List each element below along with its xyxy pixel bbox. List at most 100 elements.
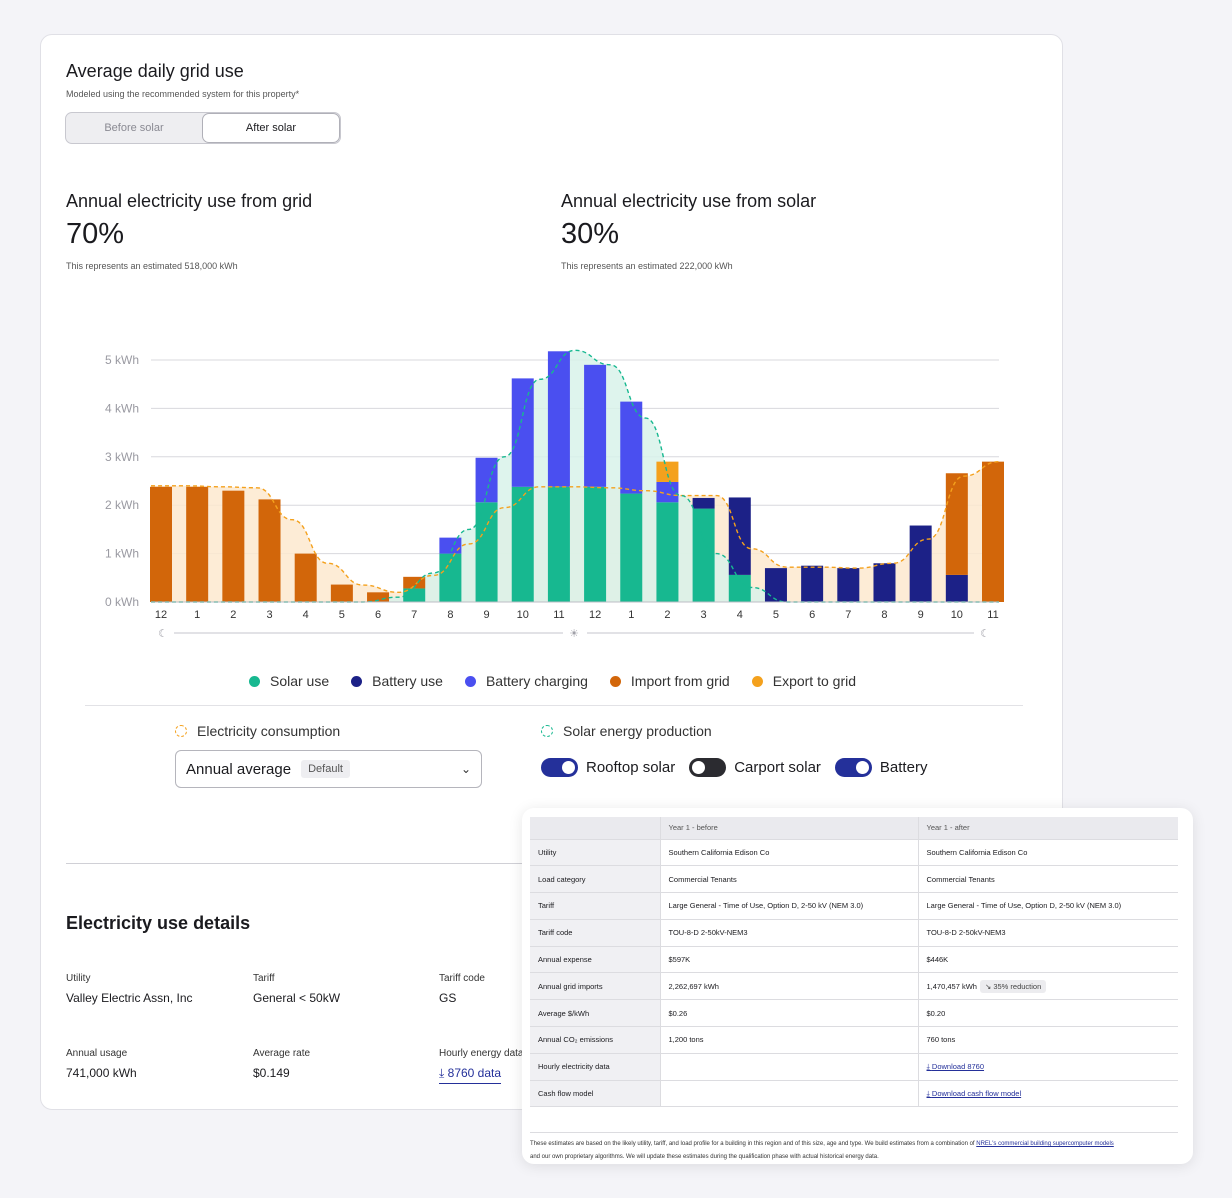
header-cell: Year 1 - after — [917, 817, 1178, 840]
nrel-models-link[interactable]: NREL's commercial building supercomputer… — [976, 1141, 1114, 1147]
x-tick-label: 11 — [553, 609, 564, 621]
legend-battery-use: Battery use — [351, 673, 443, 689]
rate-label: Average rate — [253, 1048, 311, 1059]
bar-segment — [584, 486, 607, 602]
footnote: These estimates are based on the likely … — [530, 1132, 1178, 1164]
cell-text: Large General - Time of Use, Option D, 2… — [926, 901, 1122, 911]
after-value: Southern California Edison Co — [918, 839, 1178, 867]
bar-segment — [620, 493, 643, 602]
rate-value: $0.149 — [253, 1066, 290, 1080]
y-tick-label: 2 kWh — [105, 498, 139, 512]
grid-stat-value: 70% — [66, 218, 125, 250]
sun-icon: ☀ — [569, 628, 579, 640]
cell-text: 1,470,457 kWh — [926, 981, 977, 991]
rooftop-solar-switch[interactable] — [541, 758, 578, 777]
chart-legend: Solar use Battery use Battery charging I… — [41, 673, 1062, 689]
solar-stat-label: Annual electricity use from solar — [561, 191, 817, 211]
before-value: $0.26 — [660, 999, 919, 1028]
bar-segment — [728, 574, 751, 602]
consumption-toggle-label: Electricity consumption — [175, 723, 340, 739]
x-tick-label: 6 — [809, 609, 815, 621]
header-cell — [530, 817, 660, 840]
table-row: Utility Southern California Edison Co Sout… — [530, 839, 1178, 867]
row-label: Annual grid imports — [530, 972, 661, 1001]
card-subtitle: Modeled using the recommended system for… — [66, 89, 300, 99]
cell-text: Cash flow model — [538, 1089, 594, 1099]
after-value: $446K — [918, 946, 1178, 974]
cell-text: Tariff code — [538, 928, 573, 938]
details-divider — [66, 863, 522, 864]
details-title: Electricity use details — [66, 913, 251, 933]
after-solar-button[interactable]: After solar — [202, 113, 340, 143]
before-value: TOU-8-D 2-50kV-NEM3 — [660, 919, 919, 947]
x-tick-label: 2 — [664, 609, 670, 621]
production-label-text: Solar energy production — [563, 723, 712, 739]
hourly-data-link[interactable]: ⤓ 8760 data — [439, 1066, 502, 1084]
cell-text: Annual CO₂ emissions — [538, 1035, 614, 1045]
download-cash-flow-link[interactable]: ⤓ Download cash flow model — [927, 1089, 1022, 1098]
row-label: Cash flow model — [530, 1080, 661, 1108]
y-tick-label: 5 kWh — [105, 353, 139, 367]
carport-solar-label: Carport solar — [734, 759, 821, 776]
row-label: Annual CO₂ emissions — [530, 1026, 661, 1054]
x-tick-label: 6 — [375, 609, 381, 621]
consumption-profile-select[interactable]: Annual average Default ⌄ — [175, 750, 482, 788]
x-tick-label: 5 — [339, 609, 345, 621]
bar-segment — [258, 499, 281, 602]
cell-text: Utility — [538, 847, 557, 857]
tariff-code-field: Tariff code GS — [439, 973, 485, 1005]
cell-text: 2,262,697 kWh — [668, 981, 719, 991]
bar-segment — [837, 568, 860, 602]
bar-segment — [584, 364, 607, 487]
before-solar-button[interactable]: Before solar — [66, 113, 202, 143]
comparison-panel: Year 1 - before Year 1 - after Utility So… — [522, 808, 1193, 1164]
row-label: Annual expense — [530, 946, 661, 974]
grid-stat-label: Annual electricity use from grid — [66, 191, 313, 211]
bar-segment — [511, 378, 534, 487]
usage-value: 741,000 kWh — [66, 1066, 137, 1080]
legend-solar-use: Solar use — [248, 673, 329, 689]
tariff-code-value: GS — [439, 991, 457, 1005]
cell-text: TOU-8-D 2-50kV-NEM3 — [926, 928, 1006, 938]
grid-stat: Annual electricity use from grid 70% Thi… — [66, 191, 312, 271]
bar-segment — [547, 486, 570, 602]
download-8760-link[interactable]: ⤓ Download 8760 — [927, 1062, 985, 1071]
reduction-badge: ↘ 35% reduction — [979, 979, 1047, 993]
bar-segment — [547, 351, 570, 487]
cell-text: $0.20 — [926, 1008, 946, 1018]
card-title: Average daily grid use — [66, 61, 244, 81]
battery-switch[interactable] — [834, 758, 872, 777]
bar-segment — [692, 508, 715, 602]
bar-segment — [656, 502, 679, 602]
x-tick-label: 4 — [303, 609, 309, 621]
cell-text: Southern California Edison Co — [668, 847, 770, 857]
after-value: ⤓ Download cash flow model — [918, 1080, 1178, 1108]
x-tick-label: 10 — [951, 609, 963, 621]
after-value: ⤓ Download 8760 — [918, 1053, 1178, 1081]
carport-solar-switch[interactable] — [689, 758, 727, 777]
legend-divider — [85, 705, 1023, 706]
cell-text: Annual grid imports — [538, 981, 603, 991]
legend-battery-charging: Battery charging — [464, 673, 588, 689]
x-tick-label: 12 — [155, 609, 167, 621]
x-tick-label: 3 — [701, 609, 707, 621]
tariff-label: Tariff — [253, 973, 275, 984]
export-grid-dot-icon — [751, 675, 763, 687]
x-tick-label: 11 — [987, 609, 998, 621]
cell-text: Annual expense — [538, 955, 592, 965]
tariff-code-label: Tariff code — [439, 973, 485, 984]
moon-icon: ☾ — [980, 628, 990, 640]
solar-stat: Annual electricity use from solar 30% Th… — [561, 191, 816, 271]
rooftop-toggle-group: Rooftop solar — [541, 758, 675, 777]
bar-segment — [186, 486, 209, 602]
bar-segment — [909, 525, 932, 602]
reduction-badge-text: 35% reduction — [993, 981, 1042, 991]
bar-segment — [656, 461, 679, 482]
before-value: Commercial Tenants — [660, 865, 919, 894]
bar-segment — [367, 592, 390, 602]
grid-stat-note: This represents an estimated 518,000 kWh — [66, 261, 238, 271]
download-icon: ⤓ — [926, 1088, 932, 1098]
bar-segment — [620, 401, 643, 494]
cell-text: $446K — [926, 955, 949, 965]
